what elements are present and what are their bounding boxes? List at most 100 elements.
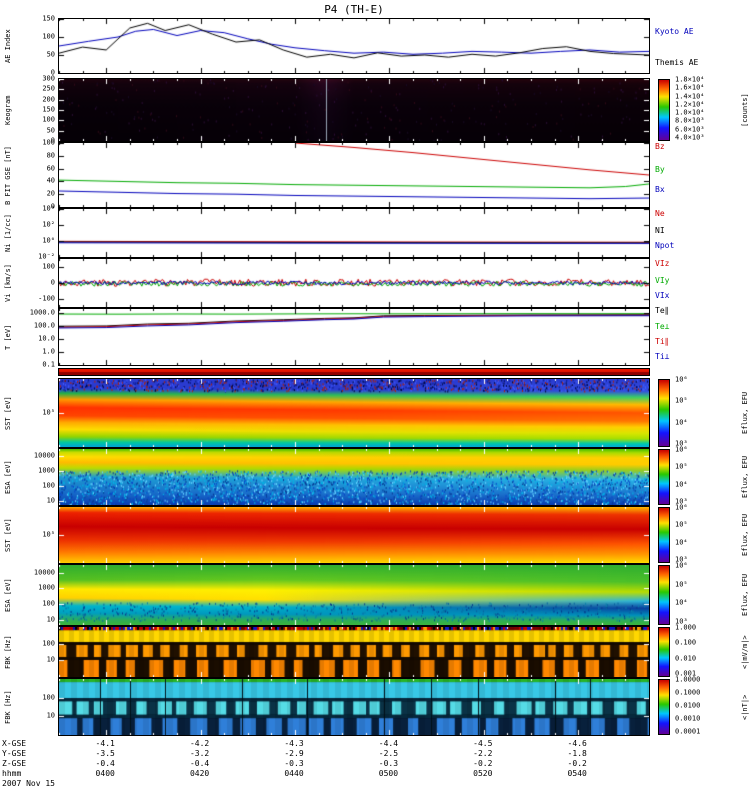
y-tick-label-sst-ion: 10⁵	[42, 408, 55, 417]
y-tick-label-ni: 10⁻²	[38, 252, 55, 261]
y-tick-label-keogram: 250	[42, 84, 55, 93]
plot-area-fbk-efs	[58, 626, 650, 678]
colorbar-tick-sst-elec: 10⁴	[675, 538, 688, 547]
colorbar-tick-esa-elec: 10⁶	[675, 561, 688, 570]
colorbar-fbk-scm	[658, 679, 670, 735]
panel-ae: AE Index 0 50 100 150 Kyoto AE Themis AE	[0, 14, 750, 77]
y-tick-label-bfit: 80	[46, 151, 55, 160]
colorbar-tick-fbk-scm: 0.0001	[675, 727, 701, 736]
y-axis-temp: T [eV] 1000.0 100.0 10.0 1.0 0.1	[0, 308, 58, 368]
colorbar-unit-fbk-scm: <|nT|>	[741, 694, 749, 720]
colorbar-tick-keogram: 1.0×10⁴	[675, 108, 705, 117]
plot-canvas-keogram	[59, 79, 649, 141]
y-axis-esa-elec: ESA [eV] 10000 1000 100 10	[0, 564, 58, 626]
colorbar-tick-fbk-efs: 0.001	[675, 669, 697, 678]
plot-area-sst-ion	[58, 378, 650, 448]
y-axis-label-sst-ion: SST [eV]	[4, 396, 12, 430]
y-axis-fbk-efs: FBK [Hz] 100 10	[0, 626, 58, 678]
colorbar-tick-esa-elec: 10⁴	[675, 598, 688, 607]
right-gutter-fbk-efs: 1.000 0.100 0.010 0.001 <|mV/m|>	[650, 624, 750, 678]
y-tick-label-keogram: 300	[42, 74, 55, 83]
colorbar-tick-keogram: 1.8×10⁴	[675, 75, 705, 84]
footer-row-label-hhmm: hhmm	[2, 769, 22, 778]
footer-value-z-gse: -0.3	[284, 759, 304, 768]
y-tick-label-keogram: 100	[42, 115, 55, 124]
colorbar-tick-sst-ion: 10⁶	[675, 375, 688, 384]
y-tick-label-ae: 0	[50, 68, 55, 77]
colorbar-tick-esa-ion: 10⁶	[675, 445, 688, 454]
footer-row-x-gse: X-GSE -4.1 -4.2 -4.3 -4.4 -4.5 -4.6	[0, 739, 750, 749]
colorbar-unit-esa-elec: Eflux, EFU	[741, 573, 749, 617]
footer-value-x-gse: -4.6	[567, 739, 587, 748]
y-tick-label-ni: 10⁰	[42, 236, 55, 245]
colorbar-sst-elec	[658, 507, 670, 563]
right-gutter-sst-ion: 10⁶ 10⁵ 10⁴ 10³ Eflux, EFU	[650, 375, 750, 448]
y-tick-label-bfit: 20	[46, 189, 55, 198]
footer-value-z-gse: -0.4	[95, 759, 115, 768]
footer-row-hhmm: hhmm 0400 0420 0440 0500 0520 0540	[0, 769, 750, 779]
footer-row-y-gse: Y-GSE -3.5 -3.2 -2.9 -2.5 -2.2 -1.8	[0, 749, 750, 759]
panel-bfit: B FIT GSE [nT] 0 20 40 60 80 100 Bz By Bx	[0, 139, 750, 211]
panel-ni: Ni [1/cc] 10⁴ 10² 10⁰ 10⁻² Ne NI Npot	[0, 205, 750, 261]
y-tick-label-fbk-scm: 100	[42, 693, 55, 702]
date-label: 2007 Nov 15	[2, 779, 55, 788]
colorbar-tick-sst-ion: 10⁴	[675, 418, 688, 427]
plot-title: P4 (TH-E)	[324, 3, 384, 16]
right-gutter-esa-elec: 10⁶ 10⁵ 10⁴ 10³ Eflux, EFU	[650, 561, 750, 626]
y-axis-label-fbk-efs: FBK [Hz]	[4, 635, 12, 669]
line-label-ne: Ne	[655, 209, 665, 218]
y-axis-vi: Vi [km/s] 100 0 -100	[0, 258, 58, 308]
colorbar-tick-keogram: 6.0×10³	[675, 125, 705, 134]
y-tick-label-bfit: 40	[46, 176, 55, 185]
panel-sst-ion: SST [eV] 10⁵ 10⁶ 10⁵ 10⁴ 10³ Eflux, EFU	[0, 375, 750, 448]
y-axis-label-temp: T [eV]	[4, 324, 12, 350]
y-tick-label-esa-ion: 100	[42, 481, 55, 490]
right-gutter-ae: Kyoto AE Themis AE	[650, 18, 750, 74]
footer-value-z-gse: -0.2	[567, 759, 587, 768]
y-tick-label-esa-ion: 10000	[33, 451, 55, 460]
plot-canvas-esa-ion	[59, 449, 649, 505]
colorbar-esa-elec	[658, 565, 670, 625]
y-tick-label-vi: 0	[50, 278, 55, 287]
colorbar-unit-esa-ion: Eflux, EFU	[741, 455, 749, 499]
y-axis-esa-ion: ESA [eV] 10000 1000 100 10	[0, 448, 58, 506]
line-label-viz: VIz	[655, 259, 670, 268]
y-axis-label-esa-ion: ESA [eV]	[4, 460, 12, 494]
panel-keogram: Keogram 0 50 100 150 200 250 300 1.8×10⁴ 1.6×10⁴ 1…	[0, 74, 750, 144]
colorbar-tick-fbk-scm: 0.0100	[675, 701, 701, 710]
y-axis-sst-elec: SST [eV] 10⁵	[0, 506, 58, 564]
plot-area-fbk-scm	[58, 678, 650, 736]
y-tick-label-ae: 150	[42, 14, 55, 23]
line-label-kyoto-ae: Kyoto AE	[655, 27, 694, 36]
plot-canvas-temp	[59, 309, 649, 365]
line-label-bz: Bz	[655, 142, 665, 152]
plot-canvas-ae	[59, 19, 649, 73]
y-tick-label-keogram: 200	[42, 95, 55, 104]
footer-value-y-gse: -2.5	[378, 749, 399, 758]
y-tick-label-bfit: 0	[50, 202, 55, 211]
y-tick-label-esa-elec: 10000	[33, 568, 55, 577]
y-axis-label-sst-elec: SST [eV]	[4, 518, 12, 552]
colorbar-tick-keogram: 8.0×10³	[675, 116, 705, 125]
colorbar-tick-esa-ion: 10⁴	[675, 480, 688, 489]
panel-fbk-efs: FBK [Hz] 100 10 1.000 0.100 0.010 0.001 <|mV/m|…	[0, 624, 750, 678]
y-tick-label-sst-elec: 10⁵	[42, 530, 55, 539]
panel-vi: Vi [km/s] 100 0 -100 VIz VIy VIx	[0, 258, 750, 308]
y-tick-label-keogram: 150	[42, 105, 55, 114]
footer-row-z-gse: Z-GSE -0.4 -0.4 -0.3 -0.3 -0.2 -0.2	[0, 759, 750, 769]
y-axis-ni: Ni [1/cc] 10⁴ 10² 10⁰ 10⁻²	[0, 205, 58, 261]
right-gutter-flag	[650, 368, 750, 376]
y-tick-label-fbk-efs: 100	[42, 639, 55, 648]
y-tick-label-vi: 100	[42, 262, 55, 271]
y-axis-label-keogram: Keogram	[4, 95, 12, 125]
colorbar-tick-sst-elec: 10⁵	[675, 520, 688, 529]
plot-area-esa-elec	[58, 564, 650, 626]
right-gutter-ni: Ne NI Npot	[650, 208, 750, 258]
right-gutter-sst-elec: 10⁶ 10⁵ 10⁴ 10³ Eflux, EFU	[650, 504, 750, 564]
line-label-ti: Ti∥	[655, 336, 669, 346]
line-label-themis-ae: Themis AE	[655, 57, 699, 67]
y-tick-label-ae: 100	[42, 32, 55, 41]
colorbar-tick-esa-elec: 10⁵	[675, 580, 688, 589]
footer-value-y-gse: -2.9	[284, 749, 304, 758]
